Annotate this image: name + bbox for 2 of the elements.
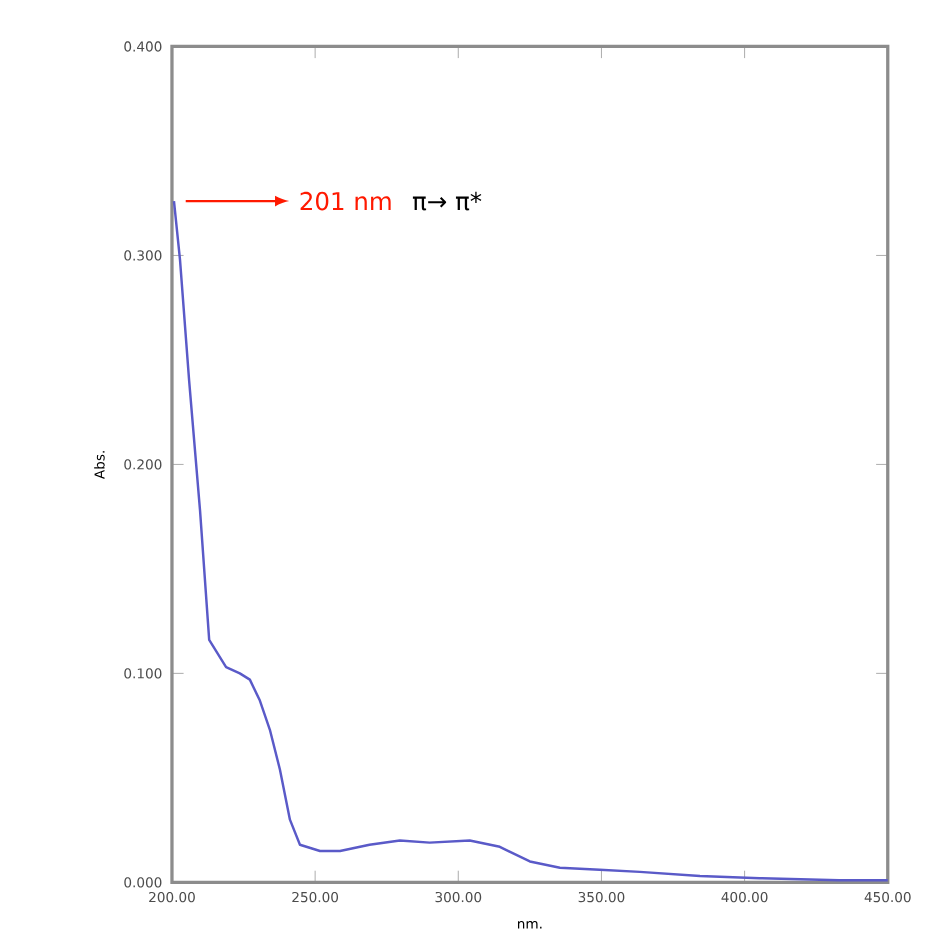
annotation: 201 nm <box>300 191 391 211</box>
annotation: π→ π* <box>413 191 482 211</box>
